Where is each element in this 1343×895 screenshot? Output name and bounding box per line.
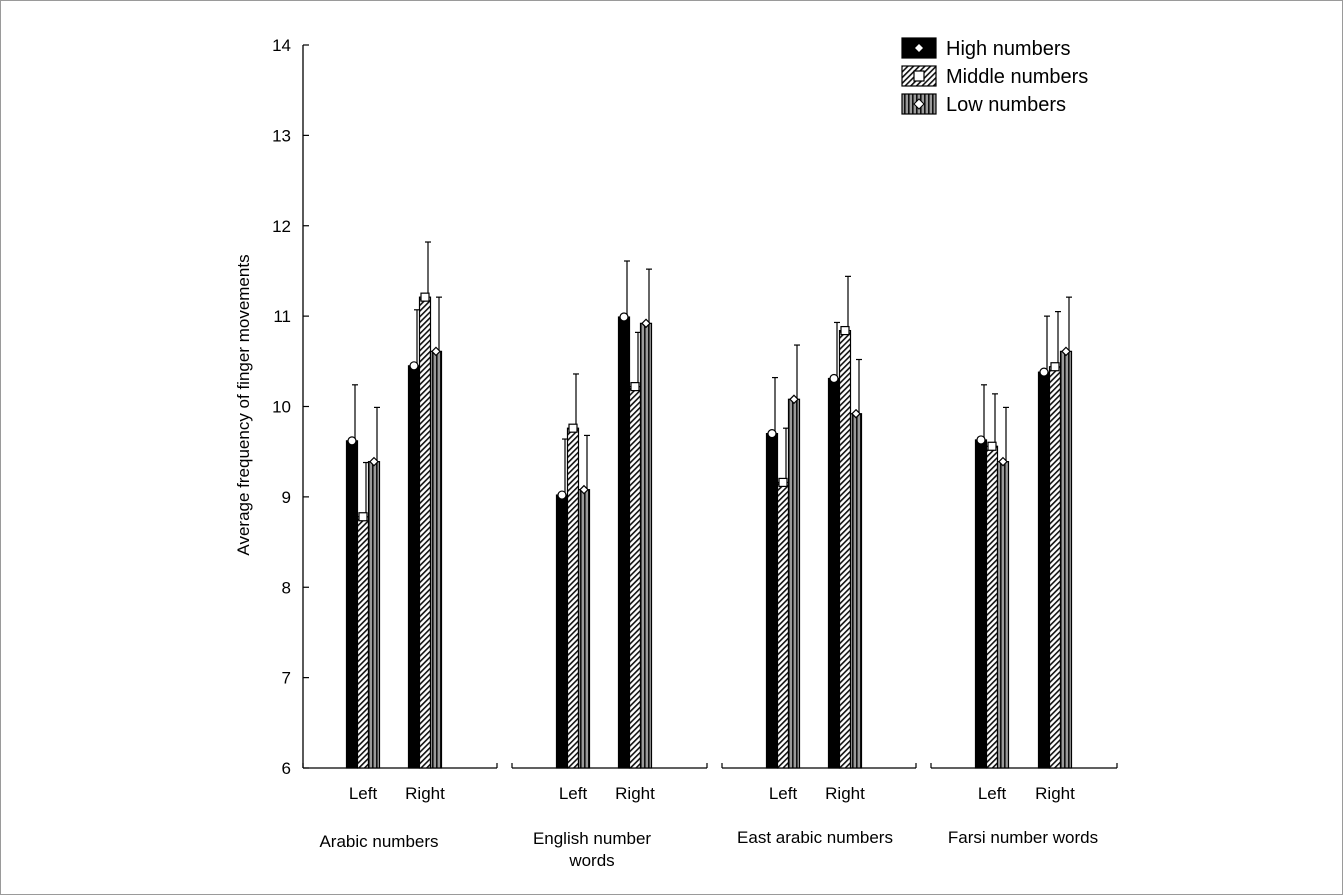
y-tick-label: 10 bbox=[272, 398, 291, 417]
legend-label: High numbers bbox=[946, 38, 1071, 60]
bar bbox=[838, 329, 852, 769]
y-axis-label: Average frequency of finger movements bbox=[234, 254, 253, 555]
bar-marker-circle bbox=[619, 312, 629, 322]
y-tick-label: 12 bbox=[272, 217, 291, 236]
axes: 6 7 8 9 10 11 12 13 14 Left Right Arabic numbers Lef… bbox=[272, 36, 1118, 870]
bar bbox=[1048, 366, 1062, 769]
bar-marker-square bbox=[840, 325, 850, 336]
bar bbox=[407, 365, 421, 769]
x-group-label-line: East arabic numbers bbox=[737, 828, 893, 847]
bar-marker-square bbox=[358, 512, 368, 522]
bar-marker-circle bbox=[1039, 367, 1049, 377]
bar-marker-circle bbox=[767, 429, 777, 439]
bar-marker-square bbox=[420, 292, 430, 302]
bar-marker-circle bbox=[829, 373, 839, 384]
bar bbox=[639, 322, 653, 769]
x-group-label: East arabic numbers bbox=[737, 828, 893, 847]
x-group-label-line: words bbox=[568, 851, 614, 870]
bar bbox=[345, 440, 359, 769]
x-subcategory-label: Left bbox=[769, 784, 798, 803]
bar-marker-diamond bbox=[1061, 346, 1071, 357]
legend-label: Low numbers bbox=[946, 94, 1066, 116]
y-tick-label: 11 bbox=[273, 307, 291, 326]
bar bbox=[996, 461, 1010, 769]
bar bbox=[367, 461, 381, 769]
bar-marker-diamond bbox=[369, 456, 379, 467]
bar bbox=[776, 481, 790, 769]
bar bbox=[577, 489, 591, 769]
legend-label: Middle numbers bbox=[946, 66, 1088, 88]
legend: High numbers Middle numbers Low numbers bbox=[901, 37, 1088, 116]
bar-marker-diamond bbox=[579, 484, 589, 495]
x-group-label: Arabic numbers bbox=[319, 832, 438, 851]
bar-marker-square bbox=[1050, 362, 1060, 372]
x-group-label: English number words bbox=[533, 829, 651, 870]
bar bbox=[356, 516, 370, 769]
bar bbox=[628, 386, 642, 769]
bar-marker-diamond bbox=[789, 394, 799, 405]
x-group-label-line: Farsi number words bbox=[948, 828, 1098, 847]
y-tick-label: 6 bbox=[282, 759, 291, 778]
x-subcategory-label: Left bbox=[559, 784, 588, 803]
bar bbox=[974, 439, 988, 769]
bar-marker-circle bbox=[557, 490, 567, 500]
bar-marker-diamond bbox=[641, 318, 651, 329]
bar-marker-diamond bbox=[998, 456, 1008, 467]
x-group-label-line: English number bbox=[533, 829, 651, 848]
y-tick-label: 14 bbox=[272, 36, 291, 55]
bar-marker-square bbox=[630, 382, 640, 392]
x-subcategory-label: Right bbox=[1035, 784, 1075, 803]
bar bbox=[849, 413, 863, 769]
bar-marker-diamond bbox=[851, 408, 861, 419]
bars bbox=[345, 241, 1073, 769]
bar-marker-circle bbox=[347, 436, 357, 446]
bar-marker-circle bbox=[409, 361, 419, 371]
bar bbox=[985, 445, 999, 769]
bar bbox=[418, 296, 432, 769]
bar bbox=[555, 494, 569, 769]
y-tick-label: 8 bbox=[282, 578, 291, 597]
bar bbox=[1037, 371, 1051, 769]
bar bbox=[827, 377, 841, 769]
bar bbox=[617, 316, 631, 769]
bar-marker-square bbox=[987, 441, 997, 451]
x-group-label-line: Arabic numbers bbox=[319, 832, 438, 851]
bar-marker-square bbox=[568, 423, 578, 433]
x-subcategory-label: Left bbox=[349, 784, 378, 803]
y-tick-label: 9 bbox=[282, 488, 291, 507]
bar-marker-square bbox=[778, 477, 788, 488]
x-subcategory-label: Left bbox=[978, 784, 1007, 803]
bar bbox=[1059, 350, 1073, 769]
x-subcategory-label: Right bbox=[825, 784, 865, 803]
y-tick-label: 7 bbox=[282, 669, 291, 688]
bar bbox=[765, 433, 779, 769]
bar bbox=[429, 350, 443, 769]
bar bbox=[566, 427, 580, 769]
bar bbox=[787, 398, 801, 769]
x-subcategory-label: Right bbox=[615, 784, 655, 803]
legend-marker-diamond bbox=[915, 44, 923, 52]
x-group-label: Farsi number words bbox=[948, 828, 1098, 847]
bar-marker-diamond bbox=[431, 346, 441, 357]
y-tick-label: 13 bbox=[272, 126, 291, 145]
bar-marker-circle bbox=[976, 435, 986, 445]
legend-marker-diamond bbox=[913, 98, 925, 110]
x-subcategory-label: Right bbox=[405, 784, 445, 803]
legend-marker-square bbox=[913, 70, 925, 82]
